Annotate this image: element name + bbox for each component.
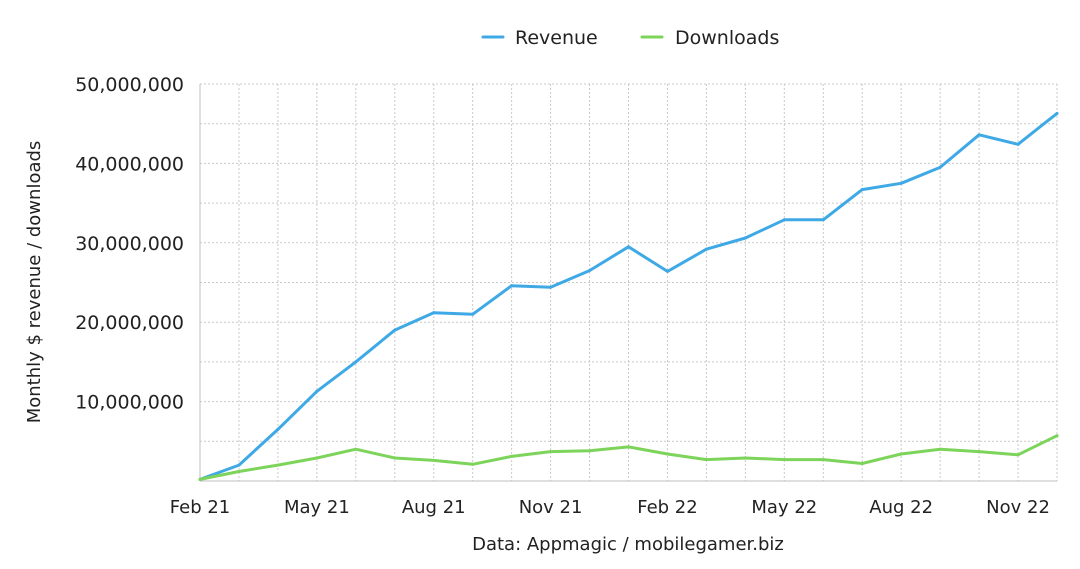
data-point-revenue bbox=[704, 247, 708, 251]
source-note: Data: Appmagic / mobilegamer.biz bbox=[472, 534, 784, 555]
data-point-downloads bbox=[821, 458, 825, 462]
data-point-downloads bbox=[315, 456, 319, 460]
x-tick-label: Feb 22 bbox=[637, 497, 698, 518]
data-point-revenue bbox=[627, 245, 630, 249]
data-point-revenue bbox=[1055, 111, 1059, 115]
data-point-downloads bbox=[704, 458, 708, 462]
data-point-downloads bbox=[782, 458, 786, 462]
data-point-downloads bbox=[432, 458, 436, 462]
x-tick-label: Nov 21 bbox=[519, 497, 583, 518]
data-point-revenue bbox=[471, 312, 475, 316]
grid bbox=[199, 83, 1058, 481]
data-point-downloads bbox=[627, 445, 630, 449]
x-tick-label: May 22 bbox=[751, 497, 817, 518]
data-point-downloads bbox=[549, 450, 553, 454]
data-point-revenue bbox=[860, 188, 864, 192]
data-point-downloads bbox=[1016, 453, 1020, 457]
data-point-revenue bbox=[1016, 142, 1020, 146]
x-tick-label: Feb 21 bbox=[170, 497, 231, 518]
data-point-revenue bbox=[510, 284, 514, 288]
data-point-downloads bbox=[860, 462, 864, 466]
data-point-revenue bbox=[276, 427, 280, 431]
x-tick-label: Aug 21 bbox=[402, 497, 466, 518]
y-tick-label: 40,000,000 bbox=[75, 153, 184, 175]
data-point-downloads bbox=[354, 447, 358, 451]
data-point-revenue bbox=[743, 236, 747, 240]
data-point-downloads bbox=[977, 450, 981, 454]
data-point-downloads bbox=[899, 452, 903, 456]
data-point-revenue bbox=[665, 269, 669, 273]
data-point-downloads bbox=[237, 469, 241, 473]
data-point-revenue bbox=[977, 133, 981, 137]
data-point-downloads bbox=[198, 477, 202, 481]
x-tick-label: Nov 22 bbox=[986, 497, 1050, 518]
data-point-downloads bbox=[471, 462, 475, 466]
data-point-revenue bbox=[549, 285, 553, 289]
data-point-revenue bbox=[588, 269, 592, 273]
data-point-downloads bbox=[665, 452, 669, 456]
y-tick-label: 30,000,000 bbox=[75, 233, 184, 255]
data-point-revenue bbox=[237, 463, 241, 467]
data-point-revenue bbox=[899, 181, 903, 185]
data-point-downloads bbox=[1055, 434, 1059, 438]
data-point-revenue bbox=[782, 218, 786, 222]
data-point-revenue bbox=[432, 311, 436, 315]
data-point-revenue bbox=[315, 389, 319, 393]
legend: Revenue Downloads bbox=[481, 27, 779, 49]
data-point-downloads bbox=[510, 454, 514, 458]
data-point-downloads bbox=[393, 456, 397, 460]
data-point-revenue bbox=[393, 328, 397, 332]
y-tick-label: 10,000,000 bbox=[75, 392, 184, 414]
data-point-revenue bbox=[821, 218, 825, 222]
data-point-downloads bbox=[276, 463, 280, 467]
legend-label-downloads: Downloads bbox=[675, 27, 779, 49]
y-axis-title: Monthly $ revenue / downloads bbox=[24, 141, 45, 424]
y-tick-label: 20,000,000 bbox=[75, 312, 184, 334]
data-point-downloads bbox=[938, 447, 942, 451]
x-tick-label: Aug 22 bbox=[869, 497, 933, 518]
data-point-revenue bbox=[354, 360, 358, 364]
legend-label-revenue: Revenue bbox=[515, 27, 598, 49]
axes: 10,000,000 20,000,000 30,000,000 40,000,000… bbox=[75, 74, 1057, 518]
data-point-downloads bbox=[743, 456, 747, 460]
data-point-revenue bbox=[938, 165, 942, 169]
series-lines bbox=[198, 111, 1059, 481]
x-tick-label: May 21 bbox=[284, 497, 350, 518]
y-tick-label: 50,000,000 bbox=[75, 74, 184, 96]
data-point-downloads bbox=[588, 449, 592, 453]
